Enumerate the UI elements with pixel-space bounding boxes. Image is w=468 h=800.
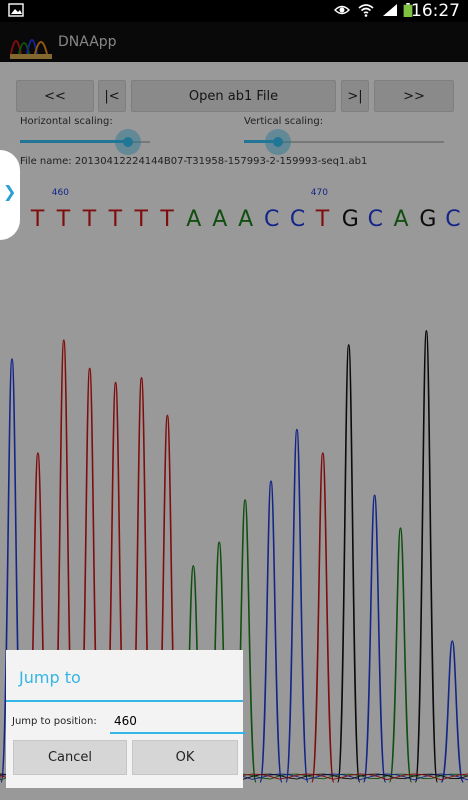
horizontal-scaling-label: Horizontal scaling: <box>20 116 113 127</box>
base-letter: T <box>82 207 97 232</box>
base-letter: G <box>419 207 437 232</box>
position-marker-470: 470 <box>310 188 328 198</box>
trace-peak <box>259 480 283 783</box>
trace-peak <box>285 428 309 783</box>
base-letter: G <box>341 207 359 232</box>
open-file-button[interactable]: Open ab1 File <box>131 80 336 112</box>
base-sequence: CTTTTTTAAACCTGCAGC <box>0 207 468 247</box>
clock: 16:27 <box>411 1 460 21</box>
base-letter: T <box>134 207 148 232</box>
trace-peak <box>311 452 335 783</box>
end-button[interactable]: >| <box>341 80 369 112</box>
base-letter: A <box>186 207 202 232</box>
trace-peak <box>440 640 465 783</box>
dialog-title: Jump to <box>19 668 81 687</box>
base-letter: A <box>212 207 228 232</box>
trace-peak <box>336 344 361 783</box>
base-letter: T <box>108 207 123 232</box>
dialog-divider <box>6 700 243 702</box>
app-logo-icon <box>10 39 52 59</box>
trace-peak <box>362 494 387 783</box>
trace-peak <box>388 527 413 783</box>
base-letter: A <box>238 207 254 232</box>
ok-button[interactable]: OK <box>132 740 238 775</box>
base-letter: T <box>30 207 45 232</box>
base-letter: C <box>367 207 383 232</box>
base-letter: C <box>445 207 461 232</box>
start-button[interactable]: |< <box>98 80 126 112</box>
base-letter: C <box>264 207 280 232</box>
image-notification-icon <box>8 3 24 17</box>
action-bar: DNAApp <box>0 22 468 62</box>
last-button[interactable]: >> <box>374 80 454 112</box>
jump-to-dialog: Jump to Jump to position: Cancel OK <box>6 650 246 788</box>
wifi-icon <box>358 4 374 17</box>
file-name-label: File name: 20130412224144B07-T31958-1579… <box>20 156 368 167</box>
trace-peak <box>414 329 439 783</box>
base-letter: A <box>393 207 409 232</box>
base-letter: T <box>315 207 330 232</box>
battery-icon <box>403 3 413 17</box>
app-title: DNAApp <box>58 34 117 50</box>
signal-icon <box>383 4 397 16</box>
drawer-handle[interactable]: ❯ <box>0 150 20 240</box>
position-marker-460: 460 <box>51 188 69 198</box>
eye-icon <box>334 5 350 15</box>
base-letter: T <box>56 207 71 232</box>
base-letter: T <box>160 207 174 232</box>
first-button[interactable]: << <box>16 80 94 112</box>
vertical-scaling-label: Vertical scaling: <box>244 116 324 127</box>
chevron-right-icon: ❯ <box>3 182 17 201</box>
jump-position-label: Jump to position: <box>12 716 97 727</box>
base-letter: C <box>289 207 306 232</box>
cancel-button[interactable]: Cancel <box>13 740 127 775</box>
jump-position-input[interactable] <box>110 710 246 734</box>
status-bar: 16:27 <box>0 0 468 22</box>
